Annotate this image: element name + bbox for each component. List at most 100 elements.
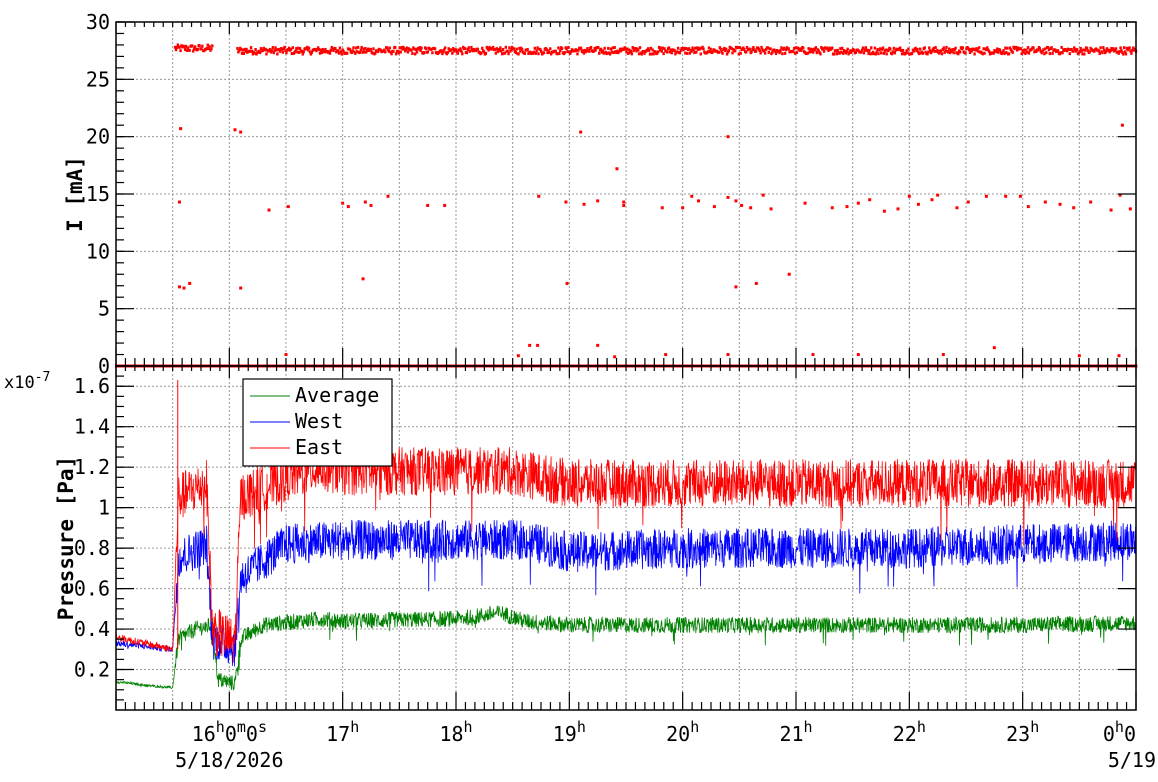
current-point (657, 45, 661, 49)
current-point (619, 49, 623, 53)
current-point (450, 48, 453, 52)
current-point (413, 47, 416, 51)
current-point (338, 46, 342, 50)
current-point (742, 46, 745, 50)
current-point (484, 51, 488, 55)
current-point (1120, 49, 1123, 53)
current-point (565, 47, 568, 51)
current-point (782, 46, 786, 50)
current-point (556, 52, 559, 56)
current-point (860, 48, 864, 52)
current-point (317, 47, 321, 51)
current-y-tick-label: 20 (86, 125, 110, 149)
current-point (545, 48, 548, 52)
current-point (451, 51, 454, 55)
current-point (685, 47, 688, 51)
current-point (1074, 49, 1078, 53)
current-point (724, 47, 728, 51)
current-point (936, 48, 939, 52)
current-point (684, 51, 687, 55)
current-point (731, 51, 734, 55)
current-point (476, 47, 479, 51)
current-point (810, 50, 813, 54)
current-point (323, 50, 326, 54)
current-point (1058, 202, 1062, 206)
current-point (640, 52, 644, 56)
current-point (1015, 46, 1018, 50)
current-point (973, 52, 976, 56)
current-point (280, 47, 284, 51)
current-point (270, 49, 274, 53)
current-point (1006, 46, 1009, 50)
current-point (780, 46, 783, 50)
time-tick-label: 0h0 (1103, 718, 1136, 746)
current-point (1088, 50, 1091, 54)
current-point (390, 52, 393, 56)
current-point (618, 47, 622, 51)
current-point (397, 51, 401, 55)
current-point (174, 48, 178, 52)
current-point (442, 48, 446, 52)
time-tick-label: 20h (666, 718, 699, 746)
current-point (495, 47, 498, 51)
current-point (585, 49, 588, 53)
current-point (691, 46, 694, 50)
current-point (726, 353, 730, 357)
current-point (702, 47, 705, 51)
current-point (424, 47, 428, 51)
current-point (458, 48, 461, 52)
current-point (273, 49, 276, 53)
current-point (210, 47, 213, 51)
current-point (694, 46, 697, 50)
current-point (711, 50, 714, 54)
current-point (1004, 194, 1008, 198)
current-point (248, 49, 252, 53)
current-point (339, 50, 343, 54)
current-point (1068, 52, 1071, 56)
current-point (389, 50, 392, 54)
current-point (520, 48, 524, 52)
current-point (533, 46, 537, 50)
current-point (253, 51, 256, 55)
current-point (271, 46, 275, 50)
current-point (820, 45, 823, 49)
current-point (206, 43, 209, 47)
current-point (523, 52, 527, 56)
legend: Average West East (242, 378, 393, 467)
current-point (1007, 52, 1011, 56)
current-point (1073, 46, 1076, 50)
current-point (868, 49, 871, 53)
current-point (1043, 200, 1047, 204)
current-point (1112, 47, 1115, 51)
current-point (482, 50, 486, 54)
current-point (579, 130, 583, 134)
current-point (400, 46, 403, 50)
current-point (461, 52, 464, 56)
current-point (176, 43, 180, 47)
current-point (1001, 50, 1004, 54)
current-point (245, 47, 248, 51)
current-point (688, 51, 692, 55)
current-point (838, 51, 841, 55)
current-point (896, 207, 900, 211)
current-point (634, 46, 637, 50)
current-point (310, 50, 314, 54)
current-point (870, 46, 873, 50)
current-point (660, 49, 663, 53)
current-point (607, 46, 610, 50)
current-point (863, 48, 867, 52)
current-point (386, 194, 390, 198)
current-point (690, 194, 694, 198)
current-point (892, 46, 896, 50)
current-point (532, 50, 536, 54)
current-point (771, 50, 774, 54)
current-point (1011, 50, 1014, 54)
current-point (950, 50, 954, 54)
current-point (1070, 47, 1073, 51)
current-point (996, 47, 999, 51)
current-point (272, 51, 275, 55)
current-point (727, 49, 731, 53)
current-point (763, 51, 767, 55)
current-point (1117, 51, 1120, 55)
current-point (932, 46, 935, 50)
